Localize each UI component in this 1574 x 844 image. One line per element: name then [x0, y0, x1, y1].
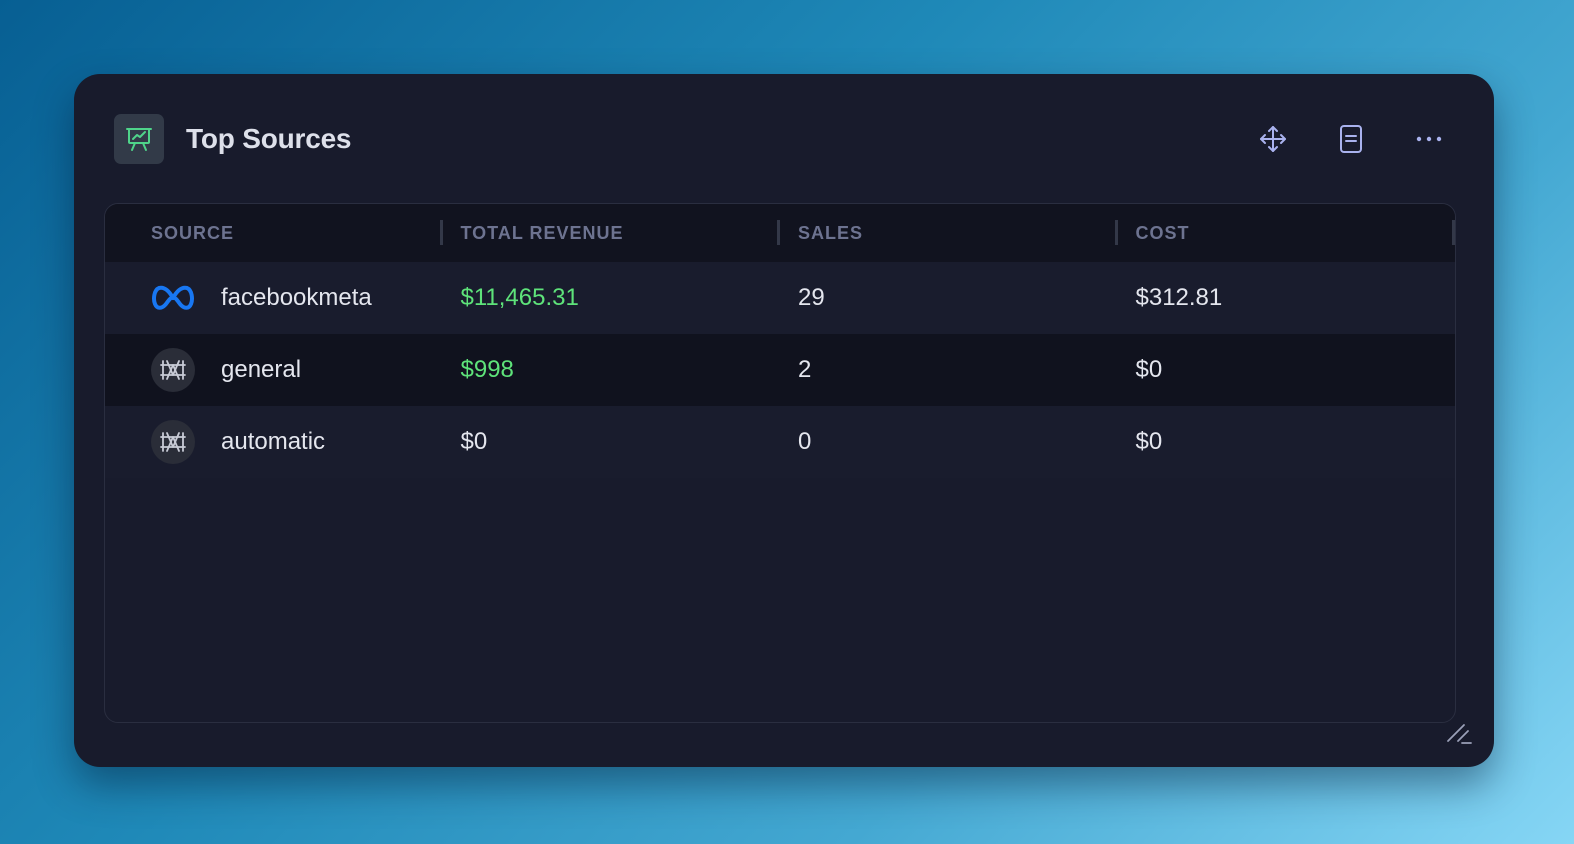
source-name: general — [221, 356, 302, 383]
source-cell: general — [105, 334, 443, 406]
column-header-total-revenue[interactable]: TOTAL REVENUE — [443, 204, 781, 262]
widget-title: Top Sources — [186, 123, 352, 154]
column-header-cost[interactable]: COST — [1118, 204, 1456, 262]
cost-cell: $0 — [1135, 356, 1163, 383]
meta-logo-icon — [151, 276, 195, 320]
column-header-sales[interactable]: SALES — [780, 204, 1118, 262]
cost-cell: $0 — [1135, 428, 1163, 455]
total-revenue-cell: $0 — [460, 428, 488, 455]
document-icon — [1340, 125, 1362, 153]
move-arrows-icon — [1260, 126, 1286, 152]
table-row[interactable]: facebookmeta $11,465.31 29 $312.81 — [105, 262, 1455, 334]
cost-cell: $312.81 — [1135, 284, 1223, 311]
more-options-button[interactable] — [1404, 114, 1454, 164]
sources-table: SOURCE TOTAL REVENUE SALES COST facebook… — [104, 203, 1456, 723]
table-header-row: SOURCE TOTAL REVENUE SALES COST — [105, 204, 1455, 262]
app-logo-icon — [151, 348, 195, 392]
sales-cell: 0 — [798, 428, 812, 455]
move-button[interactable] — [1248, 114, 1298, 164]
source-name: facebookmeta — [221, 284, 372, 311]
table-row[interactable]: general $998 2 $0 — [105, 334, 1455, 406]
total-revenue-cell: $998 — [460, 356, 514, 383]
sales-cell: 29 — [798, 284, 825, 311]
total-revenue-cell: $11,465.31 — [460, 284, 579, 311]
presentation-chart-icon — [114, 114, 164, 164]
resize-handle-icon[interactable] — [1446, 723, 1472, 745]
column-header-source[interactable]: SOURCE — [105, 204, 443, 262]
source-cell: facebookmeta — [105, 262, 443, 334]
table-row[interactable]: automatic $0 0 $0 — [105, 406, 1455, 478]
sales-cell: 2 — [798, 356, 812, 383]
top-sources-widget: Top Sources — [74, 74, 1494, 767]
widget-header: Top Sources — [114, 114, 1454, 164]
header-actions — [1248, 114, 1454, 164]
source-cell: automatic — [105, 406, 443, 478]
source-name: automatic — [221, 428, 326, 455]
more-horizontal-icon — [1416, 136, 1442, 142]
app-logo-icon — [151, 420, 195, 464]
details-button[interactable] — [1326, 114, 1376, 164]
